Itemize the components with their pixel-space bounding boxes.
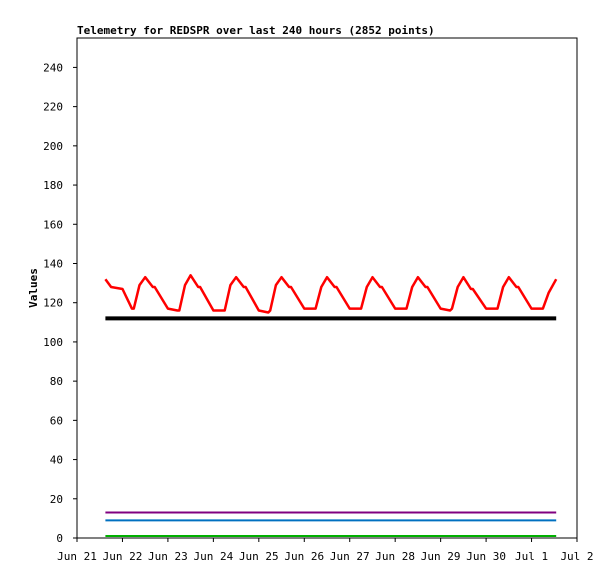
y-tick-label: 100 <box>43 336 63 349</box>
x-tick-label: Jun 30 <box>466 550 506 563</box>
x-tick-label: Jun 25 <box>239 550 279 563</box>
x-tick-label: Jun 26 <box>284 550 324 563</box>
y-tick-label: 180 <box>43 179 63 192</box>
y-tick-label: 20 <box>50 493 63 506</box>
x-tick-label: Jun 28 <box>375 550 415 563</box>
y-tick-label: 80 <box>50 375 63 388</box>
x-tick-label: Jun 22 <box>103 550 143 563</box>
chart-title: Telemetry for REDSPR over last 240 hours… <box>77 24 435 37</box>
x-axis: Jun 21 Jun 22 Jun 23 Jun 24 Jun 25 Jun 26 Jun … <box>57 538 594 563</box>
series-group <box>104 274 558 537</box>
x-tick-label: Jun 24 <box>193 550 233 563</box>
y-tick-label: 0 <box>56 532 63 545</box>
x-tick-label: Jun 29 <box>421 550 461 563</box>
y-axis-label: Values <box>27 268 40 308</box>
x-tick-label: Jul 1 <box>515 550 548 563</box>
y-tick-label: 160 <box>43 218 63 231</box>
y-tick-label: 240 <box>43 61 63 74</box>
y-tick-label: 60 <box>50 414 63 427</box>
x-tick-label: Jun 23 <box>148 550 188 563</box>
x-tick-label: Jul 2 <box>560 550 593 563</box>
y-tick-label: 140 <box>43 257 63 270</box>
y-tick-label: 220 <box>43 101 63 114</box>
y-tick-label: 200 <box>43 140 63 153</box>
y-tick-label: 40 <box>50 454 63 467</box>
x-tick-label: Jun 27 <box>330 550 370 563</box>
y-axis: 0 20 40 60 80 100 120 140 160 180 200 220 240 <box>43 61 77 545</box>
plot-area <box>76 37 578 539</box>
series-line-1 <box>104 274 558 314</box>
x-tick-label: Jun 21 <box>57 550 97 563</box>
y-tick-label: 120 <box>43 297 63 310</box>
